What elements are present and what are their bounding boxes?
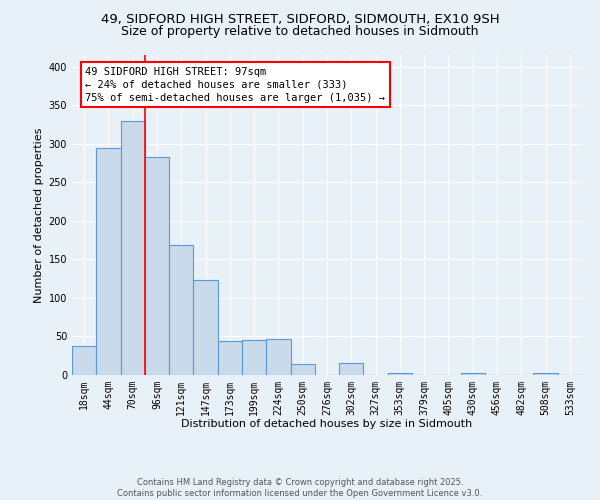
Bar (72, 346, 96, 375)
Bar (121, 120, 145, 375)
Bar (145, 157, 169, 375)
Bar (533, 374, 558, 375)
Bar (461, 372, 485, 375)
Text: 49, SIDFORD HIGH STREET, SIDFORD, SIDMOUTH, EX10 9SH: 49, SIDFORD HIGH STREET, SIDFORD, SIDMOU… (101, 12, 499, 26)
Text: Contains HM Land Registry data © Crown copyright and database right 2025.
Contai: Contains HM Land Registry data © Crown c… (118, 478, 482, 498)
Bar (266, 339, 290, 375)
Bar (169, 246, 193, 375)
Text: Size of property relative to detached houses in Sidmouth: Size of property relative to detached ho… (121, 25, 479, 38)
Y-axis label: Number of detached properties: Number of detached properties (34, 128, 44, 302)
X-axis label: Distribution of detached houses by size in Sidmouth: Distribution of detached houses by size … (181, 420, 473, 430)
Bar (193, 280, 218, 375)
Text: 49 SIDFORD HIGH STREET: 97sqm
← 24% of detached houses are smaller (333)
75% of : 49 SIDFORD HIGH STREET: 97sqm ← 24% of d… (85, 66, 385, 103)
Bar (96, 148, 121, 375)
Bar (218, 341, 242, 375)
Bar (388, 372, 412, 375)
Bar (339, 364, 364, 375)
Bar (242, 340, 266, 375)
Bar (290, 364, 315, 375)
